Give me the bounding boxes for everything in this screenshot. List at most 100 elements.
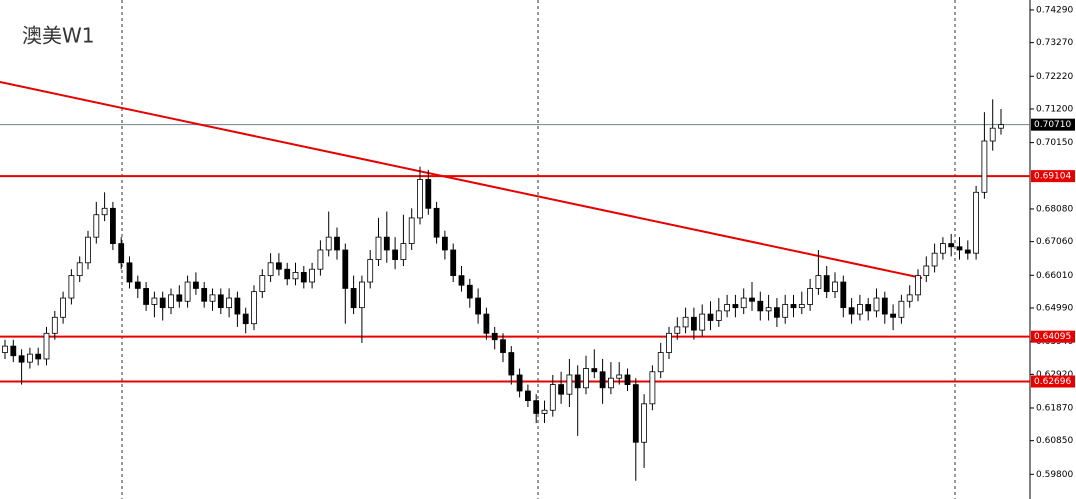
candle-body xyxy=(525,390,531,402)
candle-body xyxy=(516,374,523,392)
candle-body xyxy=(209,294,216,302)
candle-body xyxy=(483,313,490,334)
candle-body xyxy=(392,249,399,260)
candle-body xyxy=(989,127,996,142)
candle-body xyxy=(608,377,614,389)
candle-body xyxy=(441,236,448,251)
y-tick-label: 0.71200 xyxy=(1036,104,1073,114)
candle-body xyxy=(782,304,789,318)
price-label: 0.64095 xyxy=(1034,332,1071,342)
price-label: 0.69104 xyxy=(1034,172,1071,182)
candle-body xyxy=(732,304,739,309)
candle-body xyxy=(85,236,91,264)
candle-body xyxy=(881,297,888,315)
price-label: 0.70710 xyxy=(1034,120,1071,130)
candle-body xyxy=(43,332,50,360)
candle-body xyxy=(757,300,764,312)
candle-body xyxy=(466,284,473,299)
candle-body xyxy=(143,288,150,305)
candle-body xyxy=(334,236,340,251)
candle-body xyxy=(259,275,266,293)
candle-body xyxy=(915,275,921,296)
candle-body xyxy=(110,207,116,244)
levels xyxy=(0,124,1030,383)
candle-body xyxy=(815,275,822,289)
candle-body xyxy=(583,368,589,389)
candle-body xyxy=(2,345,8,353)
candle-body xyxy=(724,304,730,312)
candle-body xyxy=(101,207,108,216)
candle-body xyxy=(168,294,174,309)
candle-body xyxy=(790,304,797,309)
candle-body xyxy=(226,297,233,309)
candle-body xyxy=(940,243,946,254)
candle-body xyxy=(641,403,647,443)
y-tick-label: 0.64990 xyxy=(1036,303,1073,313)
candle-body xyxy=(890,313,896,318)
candle-body xyxy=(707,313,714,321)
candle-body xyxy=(51,316,58,334)
candle-body xyxy=(740,297,747,309)
y-tick-label: 0.74290 xyxy=(1036,5,1073,15)
candle-body xyxy=(18,355,25,363)
candle-body xyxy=(350,288,357,309)
price-label: 0.62696 xyxy=(1034,377,1071,387)
y-tick-label: 0.67060 xyxy=(1036,237,1073,247)
candle-body xyxy=(616,374,623,379)
candle-body xyxy=(998,124,1004,129)
candle-body xyxy=(383,236,390,251)
candle-body xyxy=(325,236,332,251)
candle-body xyxy=(873,297,880,312)
candle-body xyxy=(682,316,689,328)
candle-body xyxy=(425,179,432,209)
candle-body xyxy=(923,265,930,277)
candle-body xyxy=(973,191,979,254)
candle-body xyxy=(500,339,506,353)
candle-body xyxy=(10,345,17,357)
y-tick-label: 0.60850 xyxy=(1036,436,1073,446)
candle-body xyxy=(823,275,830,293)
candle-body xyxy=(599,371,606,389)
candle-body xyxy=(715,310,722,321)
candle-body xyxy=(68,275,75,299)
y-tick-label: 0.66010 xyxy=(1036,271,1073,281)
candle-body xyxy=(184,281,191,302)
price-label-box xyxy=(1031,330,1075,343)
candle-body xyxy=(649,371,656,405)
candle-body xyxy=(906,294,913,302)
candle-body xyxy=(93,214,100,238)
candle-body xyxy=(342,249,349,289)
candle-body xyxy=(632,384,639,443)
candle-body xyxy=(657,352,664,373)
chart-title: 澳美W1 xyxy=(22,24,95,48)
candle-body xyxy=(674,326,681,334)
candle-body xyxy=(275,262,282,270)
candle-body xyxy=(765,307,772,312)
candle-body xyxy=(35,353,42,360)
candle-body xyxy=(699,313,706,331)
candle-body xyxy=(807,288,813,305)
candle-body xyxy=(981,140,988,193)
candle-body xyxy=(624,374,631,385)
candle-body xyxy=(774,307,780,318)
candle-body xyxy=(408,217,415,244)
candle-body xyxy=(508,352,515,376)
y-tick-label: 0.70150 xyxy=(1036,138,1073,148)
candle-body xyxy=(367,259,374,283)
candle-body xyxy=(292,272,299,280)
candle-body xyxy=(574,374,581,389)
candle-body xyxy=(417,179,423,219)
candle-body xyxy=(491,332,498,341)
candle-body xyxy=(300,272,307,283)
candle-body xyxy=(159,297,166,309)
candle-body xyxy=(566,374,573,395)
candle-body xyxy=(151,297,158,305)
candle-body xyxy=(126,262,133,283)
candle-body xyxy=(798,304,805,309)
candle-body xyxy=(832,281,838,293)
candle-body xyxy=(201,288,208,302)
candle-body xyxy=(475,297,482,315)
candle-body xyxy=(176,294,183,302)
candles xyxy=(2,99,1004,481)
